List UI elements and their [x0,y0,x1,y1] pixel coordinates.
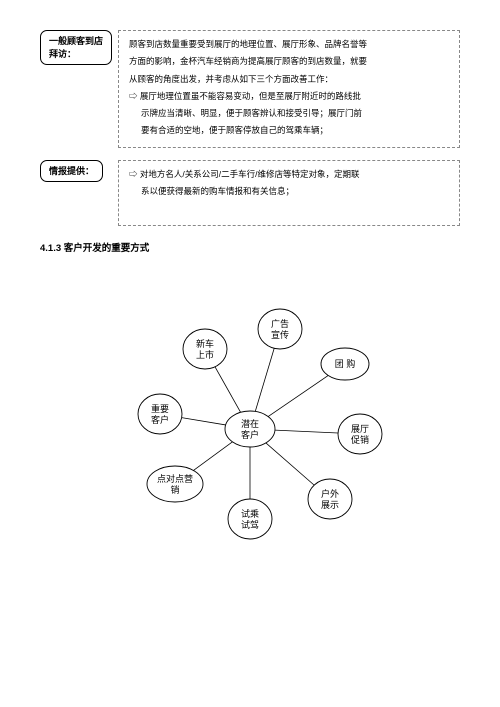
node-n1 [183,329,227,369]
node-n6-label: 户外 [321,488,339,499]
node-n4-label: 展厅 [351,424,369,434]
edge [193,442,232,471]
edge [215,366,241,412]
node-n3-label: 客户 [151,414,169,425]
center-node [225,411,275,447]
node-n5 [147,466,203,502]
node-n0-label: 广告 [271,318,289,329]
node-n0 [258,309,302,349]
label-visitor: 一般顾客到店 拜访： [40,30,112,65]
content-intel: 对地方名人/关系公司/二手车行/维修店等特定对象，定期联 系以便获得最新的购车情… [118,160,460,226]
section-heading: 4.1.3 客户开发的重要方式 [40,240,460,254]
node-n2-label: 团 购 [335,358,356,369]
center-node-label: 客户 [241,429,259,440]
node-n0-label: 宣传 [271,329,289,340]
diagram-container: 潜在客户广告宣传新车上市团 购重要客户展厅促销点对点营销户外展示试乘试驾 [40,274,460,564]
edge [275,430,338,433]
content-visitor: 顾客到店数量重要受到展厅的地理位置、展厅形象、品牌名誉等 方面的影响，金杯汽车经… [118,30,460,148]
line: 从顾客的角度出发，并考虑从如下三个方面改善工作： [129,72,449,87]
bullet: 系以便获得最新的购车情报和有关信息； [129,184,449,199]
edge [266,443,314,485]
edge [268,375,328,416]
node-n1-label: 上市 [196,349,214,360]
node-n4-label: 促销 [351,434,369,445]
bullet: 要有合适的空地，便于顾客停放自己的驾乘车辆； [129,123,449,138]
node-n7-label: 试乘 [241,508,259,519]
label-intel: 情报提供： [40,160,103,183]
bullet: 展厅地理位置虽不能容易变动，但是至展厅附近时的路线批 [129,89,449,104]
node-n3 [138,394,182,434]
node-n5-label: 点对点营 [157,473,193,484]
node-n5-label: 销 [170,484,179,495]
center-node-label: 潜在 [241,418,259,429]
line: 方面的影响，金杯汽车经销商为提高展厅顾客的到店数量，就要 [129,54,449,69]
edge [255,348,274,411]
node-n3-label: 重要 [151,403,169,414]
edge [182,417,226,424]
section-intel: 情报提供： 对地方名人/关系公司/二手车行/维修店等特定对象，定期联 系以便获得… [40,160,460,226]
node-n4 [338,414,382,454]
bullet: 对地方名人/关系公司/二手车行/维修店等特定对象，定期联 [129,167,449,182]
node-n6-label: 展示 [321,500,339,510]
spacer [129,201,449,216]
label-visitor-l1: 一般顾客到店 [49,35,103,48]
node-n6 [308,479,352,519]
label-visitor-l2: 拜访： [49,48,103,61]
line: 顾客到店数量重要受到展厅的地理位置、展厅形象、品牌名誉等 [129,37,449,52]
node-n1-label: 新车 [196,338,214,349]
node-n7-label: 试驾 [241,519,259,530]
bullet: 示牌应当清晰、明显，便于顾客辨认和接受引导；展厅门前 [129,106,449,121]
label-intel-text: 情报提供： [49,166,94,176]
node-n7 [228,499,272,539]
mindmap-svg: 潜在客户广告宣传新车上市团 购重要客户展厅促销点对点营销户外展示试乘试驾 [80,274,420,564]
section-visitor: 一般顾客到店 拜访： 顾客到店数量重要受到展厅的地理位置、展厅形象、品牌名誉等 … [40,30,460,148]
